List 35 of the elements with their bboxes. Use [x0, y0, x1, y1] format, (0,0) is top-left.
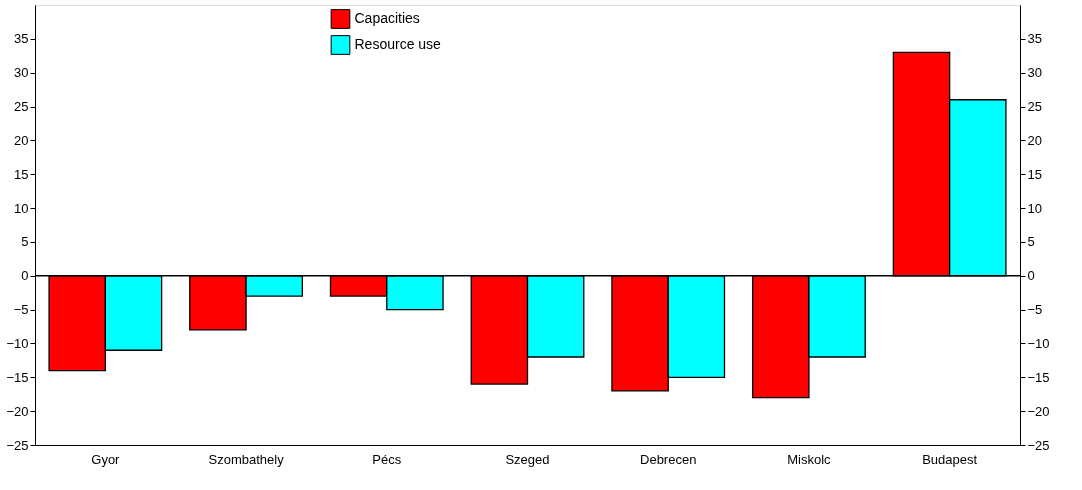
- y-tick-label: 15: [14, 166, 29, 182]
- legend-label: Resource use: [354, 36, 442, 52]
- y-tick-label: 0: [21, 268, 29, 284]
- y-tick-label: −10: [6, 335, 29, 351]
- y2-tick-label: 30: [1027, 65, 1042, 81]
- y-tick-label: −20: [6, 403, 29, 419]
- y2-tick-label: 0: [1027, 268, 1035, 284]
- y2-tick-label: −15: [1027, 369, 1050, 385]
- y-tick-label: −5: [13, 302, 29, 318]
- y2-tick-label: 35: [1027, 31, 1042, 47]
- x-tick-label: Budapest: [922, 451, 978, 467]
- x-tick-label: Szombathely: [208, 451, 285, 467]
- y2-tick-label: 20: [1027, 132, 1042, 148]
- y-tick-label: 5: [21, 234, 29, 250]
- y2-tick-label: 25: [1027, 99, 1042, 115]
- y-tick-label: 35: [14, 31, 29, 47]
- y2-tick-label: 10: [1027, 200, 1042, 216]
- legend-label: Capacities: [354, 10, 420, 26]
- y-tick-label: −15: [6, 369, 29, 385]
- x-tick-label: Gyor: [91, 451, 121, 467]
- y2-tick-label: 15: [1027, 166, 1042, 182]
- y2-tick-label: −20: [1027, 403, 1050, 419]
- y-tick-label: −25: [6, 437, 29, 453]
- x-tick-label: Debrecen: [640, 451, 697, 467]
- y2-tick-label: −5: [1027, 302, 1043, 318]
- x-tick-label: Miskolc: [787, 451, 832, 467]
- x-tick-label: Szeged: [505, 451, 550, 467]
- y2-tick-label: 5: [1027, 234, 1035, 250]
- y-tick-label: 25: [14, 99, 29, 115]
- y2-tick-label: −10: [1027, 335, 1050, 351]
- x-tick-label: Pécs: [372, 451, 402, 467]
- y-tick-label: 30: [14, 65, 29, 81]
- y2-tick-label: −25: [1027, 437, 1050, 453]
- y-tick-label: 10: [14, 200, 29, 216]
- y-tick-label: 20: [14, 132, 29, 148]
